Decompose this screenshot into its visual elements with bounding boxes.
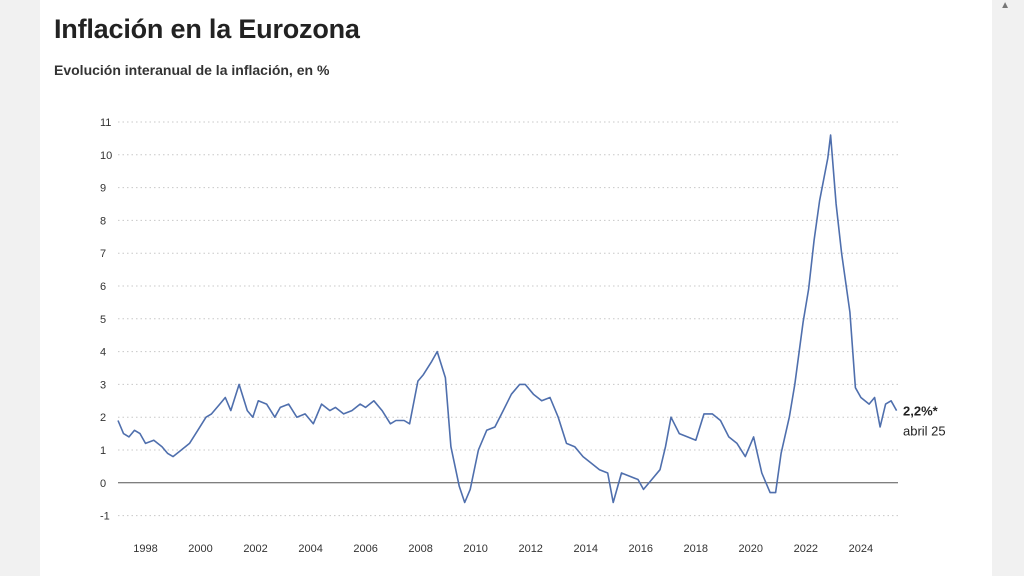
x-tick-label: 2004: [298, 543, 322, 555]
collapse-arrow-icon[interactable]: ▲: [1000, 0, 1010, 11]
y-axis-ticks: -1 0 1 2 3 4 5 6 7 8 9 10 11: [100, 117, 112, 523]
x-tick-label: 2020: [739, 543, 763, 555]
x-tick-label: 2012: [518, 543, 542, 555]
y-tick-label: 2: [100, 412, 106, 424]
y-tick-label: 8: [100, 215, 106, 227]
x-tick-label: 2002: [243, 543, 267, 555]
y-tick-label: 1: [100, 445, 106, 457]
y-tick-label: 10: [100, 150, 112, 162]
latest-date-label: abril 25: [903, 424, 946, 439]
x-tick-label: 1998: [133, 543, 157, 555]
y-tick-label: 9: [100, 183, 106, 195]
chart-title: Inflación en la Eurozona: [54, 14, 360, 44]
x-tick-label: 2016: [629, 543, 653, 555]
y-tick-label: 6: [100, 281, 106, 293]
chart-card: [40, 0, 992, 576]
y-tick-label: -1: [100, 511, 110, 523]
y-tick-label: 0: [100, 478, 106, 490]
x-tick-label: 2006: [353, 543, 377, 555]
x-tick-label: 2000: [188, 543, 212, 555]
x-tick-label: 2018: [684, 543, 708, 555]
x-tick-label: 2014: [573, 543, 597, 555]
x-tick-label: 2024: [849, 543, 873, 555]
x-tick-label: 2010: [463, 543, 487, 555]
chart-subtitle: Evolución interanual de la inflación, en…: [54, 62, 330, 78]
y-tick-label: 4: [100, 347, 106, 359]
x-tick-label: 2022: [794, 543, 818, 555]
y-tick-label: 11: [100, 117, 111, 129]
y-tick-label: 3: [100, 379, 106, 391]
x-axis-ticks: 1998 2000 2002 2004 2006 2008 2010 2012 2014 2016…: [133, 543, 873, 555]
y-tick-label: 7: [100, 248, 106, 260]
inflation-series-line: [117, 134, 898, 504]
y-tick-label: 5: [100, 314, 106, 326]
latest-value-label: 2,2%*: [903, 404, 939, 419]
x-tick-label: 2008: [408, 543, 432, 555]
